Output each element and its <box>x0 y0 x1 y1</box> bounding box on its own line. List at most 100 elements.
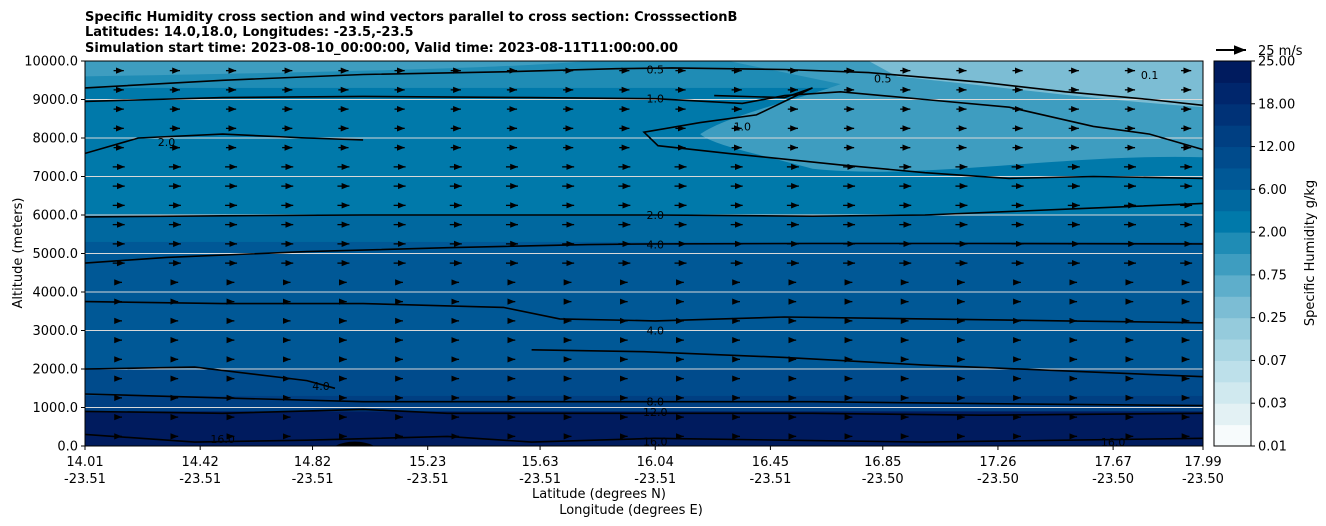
y-tick-label: 8000.0 <box>33 132 79 147</box>
contour-label: 0.1 <box>1141 69 1159 82</box>
x-tick-label-lat: 16.45 <box>752 455 789 470</box>
contour-label: 4.0 <box>312 380 330 393</box>
x-tick-label-lon: -23.51 <box>519 472 561 487</box>
colorbar-tick-label: 0.25 <box>1258 311 1287 326</box>
colorbar-ticks: 0.01 0.03 0.07 0.25 0.75 2.00 6.00 12.00 18.00 25… <box>1251 55 1295 455</box>
colorbar-segment <box>1214 125 1251 148</box>
colorbar-tick-label: 6.00 <box>1258 183 1287 198</box>
x-axis-label-longitude: Longitude (degrees E) <box>559 503 703 518</box>
contour-label: 2.0 <box>158 136 176 149</box>
colorbar-segment <box>1214 317 1251 340</box>
colorbar-segment <box>1214 296 1251 319</box>
y-tick-label: 6000.0 <box>33 209 79 224</box>
contour-4.0-left <box>85 366 336 390</box>
colorbar-segment <box>1214 253 1251 276</box>
colorbar-tick-label: 12.00 <box>1258 140 1295 155</box>
contour-label: 4.0 <box>646 325 664 338</box>
colorbar-segment <box>1214 339 1251 361</box>
x-tick-label-lat: 17.67 <box>1095 455 1132 470</box>
colorbar-label: Specific Humidity g/kg <box>1303 180 1318 326</box>
x-tick-label-lon: -23.51 <box>179 472 221 487</box>
field-surface-max <box>335 441 375 446</box>
x-tick-label-lon: -23.51 <box>634 472 676 487</box>
contour-label: 16.0 <box>210 433 235 446</box>
contour-8.0 <box>85 393 1203 407</box>
x-tick-label-lat: 16.85 <box>864 455 901 470</box>
contour-1.0-tongue <box>642 87 1203 180</box>
contour-label: 8.0 <box>646 395 664 408</box>
y-tick-label: 5000.0 <box>33 247 79 262</box>
x-tick-label-lon: -23.51 <box>292 472 334 487</box>
colorbar-segment <box>1214 274 1251 297</box>
x-tick-label-lon: -23.51 <box>64 472 106 487</box>
y-tick-label: 1000.0 <box>33 401 79 416</box>
x-tick-label-lat: 15.23 <box>409 455 446 470</box>
colorbar-segment <box>1214 146 1251 169</box>
contour-label: 0.5 <box>874 72 892 85</box>
colorbar-segment <box>1214 167 1251 190</box>
contour-label: 0.5 <box>646 63 664 76</box>
wind-reference-label: 25 m/s <box>1258 44 1303 59</box>
x-axis-ticks: 14.01 -23.51 14.42 -23.51 14.82 -23.51 15.23 -2… <box>64 446 1224 487</box>
y-axis-ticks: 0.0 1000.0 2000.0 3000.0 4000.0 5000.0 6000.0 7… <box>24 55 85 455</box>
colorbar-segment <box>1214 189 1251 212</box>
chart-title-line-2: Latitudes: 14.0,18.0, Longitudes: -23.5,… <box>85 25 414 40</box>
contour-label: 12.0 <box>643 406 668 419</box>
colorbar-frame <box>1213 60 1252 447</box>
contour-4.0-upper <box>85 242 1203 264</box>
contour-label: 4.0 <box>646 239 664 252</box>
contour-0.5-top <box>85 67 1203 107</box>
y-axis-label: Altitude (meters) <box>11 198 26 309</box>
x-tick-label-lat: 15.63 <box>521 455 558 470</box>
colorbar <box>1214 61 1251 447</box>
field-band <box>85 215 1203 243</box>
contour-label: 16.0 <box>643 435 668 448</box>
x-tick-label-lat: 14.01 <box>66 455 103 470</box>
field-band <box>85 299 1203 370</box>
contour-2.0-upper <box>85 133 364 155</box>
colorbar-segment <box>1214 82 1251 105</box>
x-tick-label-lon: -23.50 <box>977 472 1019 487</box>
colorbar-tick-label: 0.03 <box>1258 397 1287 412</box>
contour-12.0 <box>85 408 1203 417</box>
colorbar-segment <box>1214 360 1251 383</box>
colorbar-tick-label: 0.01 <box>1258 440 1287 455</box>
x-tick-label-lon: -23.51 <box>749 472 791 487</box>
x-tick-label-lat: 14.42 <box>182 455 219 470</box>
field-dry-region-upper <box>868 61 1203 108</box>
contour-4.0-bottom <box>531 349 1203 378</box>
chart-title-line-1: Specific Humidity cross section and wind… <box>85 10 737 25</box>
y-tick-label: 9000.0 <box>33 93 79 108</box>
colorbar-tick-label: 2.00 <box>1258 226 1287 241</box>
colorbar-tick-label: 25.00 <box>1258 55 1295 70</box>
y-tick-label: 4000.0 <box>33 286 79 301</box>
y-tick-label: 7000.0 <box>33 170 79 185</box>
colorbar-tick-label: 18.00 <box>1258 97 1295 112</box>
contour-2.0-mid <box>85 202 1203 218</box>
colorbar-tick-label: 0.07 <box>1258 354 1287 369</box>
colorbar-segment <box>1214 61 1251 83</box>
colorbar-segment <box>1214 403 1251 426</box>
x-tick-label-lat: 16.04 <box>637 455 674 470</box>
colorbar-segment <box>1214 210 1251 233</box>
contour-label: 16.0 <box>1101 436 1126 449</box>
y-tick-label: 2000.0 <box>33 363 79 378</box>
contour-lines: 0.5 1.0 1.0 0.5 2.0 2.0 4.0 4.0 4.0 8.012.0 16.0 16… <box>85 63 1203 449</box>
x-tick-label-lat: 14.82 <box>294 455 331 470</box>
contour-label: 1.0 <box>646 93 664 106</box>
y-tick-label: 0.0 <box>57 440 78 455</box>
contour-label: 1.0 <box>734 120 752 133</box>
contour-16.0 <box>85 433 1203 443</box>
y-tick-label: 10000.0 <box>24 55 78 70</box>
x-tick-label-lon: -23.51 <box>407 472 449 487</box>
field-band <box>85 369 1203 397</box>
contour-label: 2.0 <box>646 209 664 222</box>
field-band <box>85 241 1203 301</box>
x-tick-label-lon: -23.50 <box>1092 472 1134 487</box>
x-tick-label-lon: -23.50 <box>1182 472 1224 487</box>
field-top-left <box>85 61 588 77</box>
wind-vectors <box>112 67 1193 440</box>
colorbar-segment <box>1214 424 1251 447</box>
colorbar-tick-label: 0.75 <box>1258 268 1287 283</box>
